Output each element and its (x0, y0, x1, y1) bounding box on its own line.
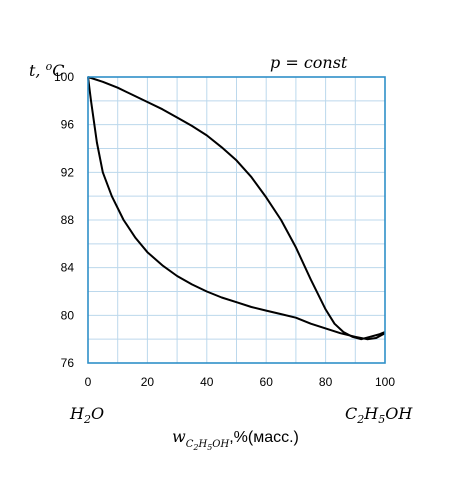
x-tick-label: 20 (141, 375, 155, 389)
x-tick-label: 0 (85, 375, 92, 389)
liquidus-curve (87, 76, 386, 341)
plot-frame (87, 76, 386, 364)
chart-curves (87, 76, 386, 341)
x-tick-label: 60 (260, 375, 274, 389)
y-tick-label: 100 (54, 70, 74, 84)
chart-title: p = const (270, 53, 348, 72)
x-axis-label: wC2H5OH,%(масс.) (172, 427, 299, 452)
y-tick-label: 92 (61, 165, 75, 179)
chart-grid (88, 77, 385, 363)
y-axis-label: t, oC (29, 60, 64, 80)
y-tick-label: 96 (61, 118, 75, 132)
x-left-component-label: H2O (69, 404, 104, 426)
x-tick-label: 80 (319, 375, 333, 389)
x-tick-labels: 0 20 40 60 80 100 (85, 375, 396, 389)
x-tick-label: 40 (200, 375, 214, 389)
y-tick-label: 80 (61, 308, 75, 322)
y-tick-labels: 76 80 84 88 92 96 100 (54, 70, 74, 370)
x-tick-label: 100 (375, 375, 395, 389)
y-tick-label: 76 (61, 356, 75, 370)
x-right-component-label: C2H5OH (345, 404, 413, 426)
y-tick-label: 84 (61, 261, 75, 275)
vapor-curve (87, 76, 386, 341)
y-tick-label: 88 (61, 213, 75, 227)
